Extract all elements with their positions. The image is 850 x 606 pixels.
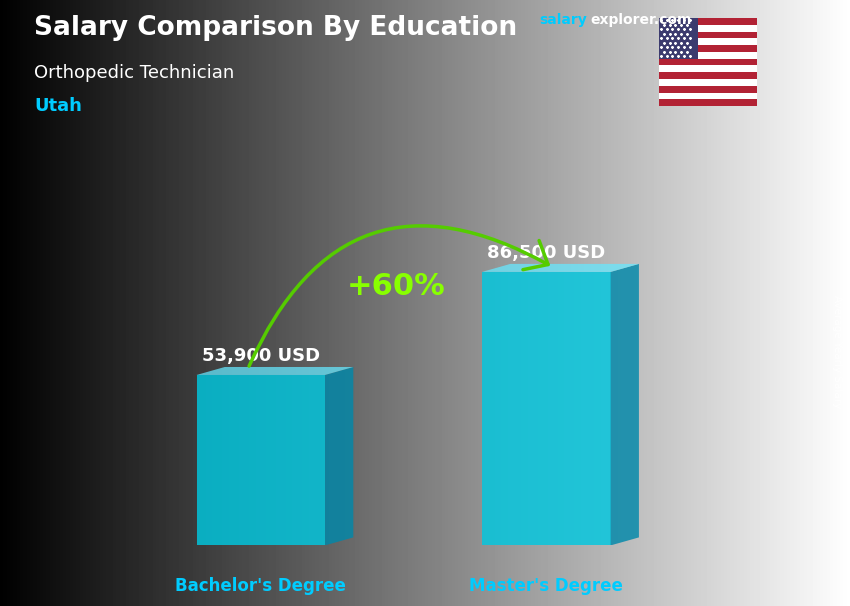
Polygon shape <box>482 264 639 272</box>
Text: Master's Degree: Master's Degree <box>469 577 623 595</box>
Polygon shape <box>482 272 610 545</box>
Bar <box>659 79 756 86</box>
Text: Salary Comparison By Education: Salary Comparison By Education <box>34 15 517 41</box>
Text: +60%: +60% <box>347 272 445 301</box>
Bar <box>659 45 756 52</box>
Bar <box>659 32 756 38</box>
Bar <box>659 25 756 32</box>
Text: Utah: Utah <box>34 97 82 115</box>
Bar <box>659 72 756 79</box>
Bar <box>659 86 756 93</box>
Text: Average Yearly Salary: Average Yearly Salary <box>832 295 842 408</box>
Polygon shape <box>325 367 354 545</box>
Bar <box>659 65 756 72</box>
Bar <box>659 18 698 59</box>
Polygon shape <box>196 367 354 375</box>
Text: salary: salary <box>540 13 587 27</box>
Bar <box>659 18 756 25</box>
Bar <box>659 99 756 106</box>
Text: 86,500 USD: 86,500 USD <box>487 244 605 262</box>
Bar <box>659 38 756 45</box>
Text: 53,900 USD: 53,900 USD <box>201 347 320 365</box>
Text: explorer.com: explorer.com <box>591 13 692 27</box>
Text: Bachelor's Degree: Bachelor's Degree <box>175 577 346 595</box>
Bar <box>659 59 756 65</box>
FancyArrowPatch shape <box>249 226 548 366</box>
Bar <box>659 52 756 59</box>
Text: Orthopedic Technician: Orthopedic Technician <box>34 64 235 82</box>
Polygon shape <box>610 264 639 545</box>
Bar <box>659 93 756 99</box>
Polygon shape <box>196 375 325 545</box>
